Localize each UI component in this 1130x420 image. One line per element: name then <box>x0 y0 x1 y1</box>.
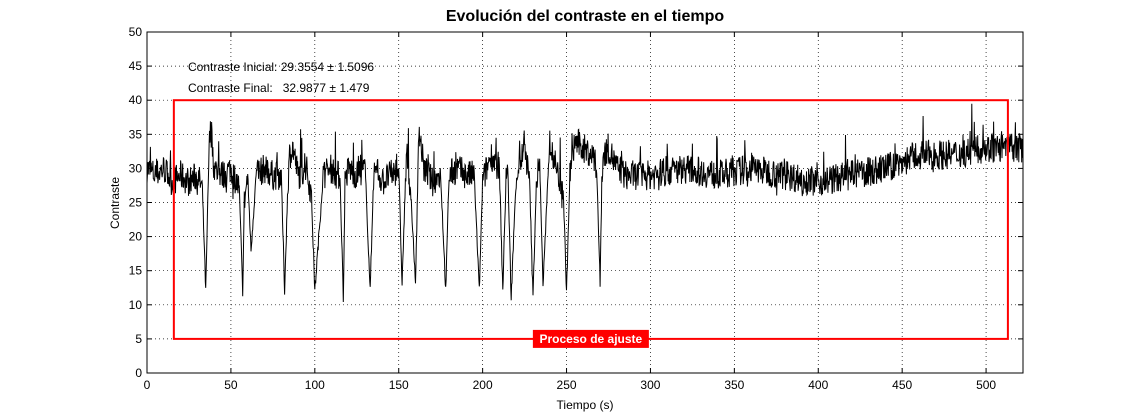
y-tick-label: 30 <box>129 161 143 175</box>
y-tick-label: 5 <box>135 332 142 346</box>
final-contrast-annotation: Contraste Final: 32.9877 ± 1.479 <box>188 81 370 95</box>
plot-background <box>147 32 1023 373</box>
y-tick-label: 50 <box>129 25 143 39</box>
x-tick-label: 200 <box>473 378 493 392</box>
x-tick-label: 100 <box>305 378 325 392</box>
adjustment-region-label-bg <box>532 329 649 348</box>
x-tick-label: 500 <box>976 378 996 392</box>
x-tick-label: 450 <box>892 378 912 392</box>
x-tick-label: 400 <box>808 378 828 392</box>
y-tick-label: 15 <box>129 264 143 278</box>
x-tick-label: 50 <box>224 378 238 392</box>
adjustment-region-label: Proceso de ajuste <box>540 332 643 346</box>
grid-lines <box>147 32 1023 373</box>
y-tick-label: 35 <box>129 127 143 141</box>
y-tick-label: 25 <box>129 196 143 210</box>
x-tick-label: 250 <box>557 378 577 392</box>
x-tick-label: 350 <box>724 378 744 392</box>
y-tick-label: 0 <box>135 366 142 380</box>
initial-contrast-annotation: Contraste Inicial: 29.3554 ± 1.5096 <box>188 60 374 74</box>
y-tick-label: 20 <box>129 230 143 244</box>
y-axis-label: Contraste <box>108 177 122 229</box>
y-tick-label: 45 <box>129 59 143 73</box>
x-tick-label: 150 <box>389 378 409 392</box>
x-axis-label: Tiempo (s) <box>557 398 614 412</box>
contrast-series-line <box>147 103 1023 303</box>
x-tick-label: 300 <box>640 378 660 392</box>
axis-tick-labels: 0 50 100 150 200 250 300 350 400 450 500 0 5 10 15 20 25… <box>129 25 997 392</box>
axis-ticks <box>146 31 1023 374</box>
x-tick-label: 0 <box>144 378 151 392</box>
y-tick-label: 40 <box>129 93 143 107</box>
chart-title: Evolución del contraste en el tiempo <box>446 8 725 25</box>
y-tick-label: 10 <box>129 298 143 312</box>
